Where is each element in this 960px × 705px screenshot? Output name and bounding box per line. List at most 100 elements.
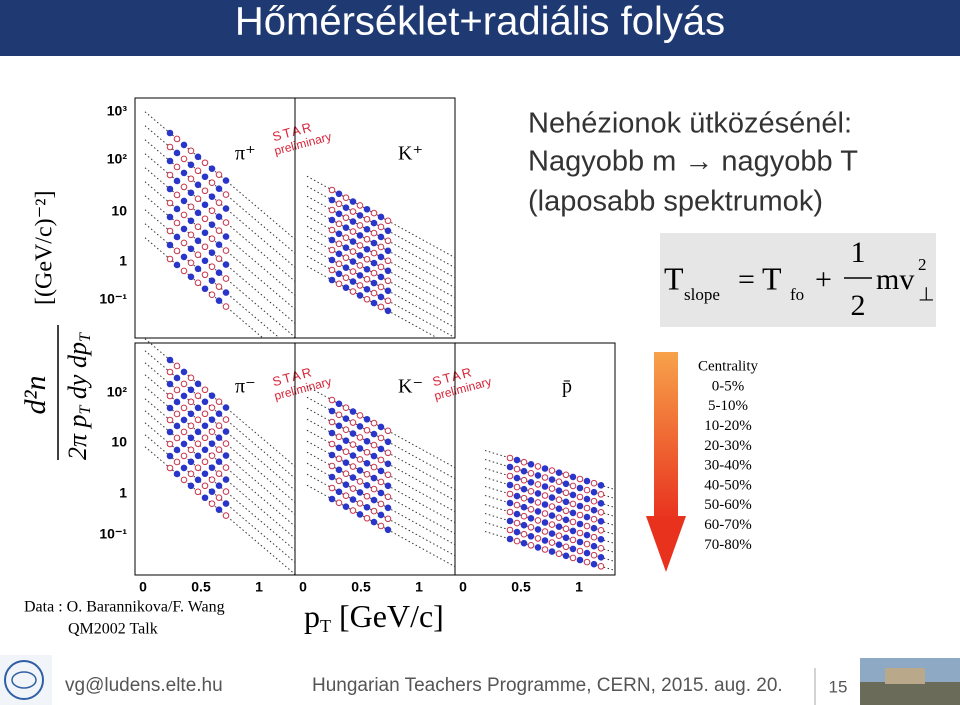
data-point bbox=[562, 552, 570, 560]
data-point bbox=[187, 147, 195, 155]
data-point bbox=[201, 159, 209, 167]
data-point bbox=[208, 277, 216, 285]
data-point bbox=[173, 458, 181, 466]
data-point bbox=[194, 464, 202, 472]
title-bar bbox=[0, 0, 960, 56]
data-point bbox=[215, 398, 223, 405]
data-point bbox=[328, 236, 336, 244]
data-point bbox=[506, 526, 514, 534]
data-point bbox=[215, 255, 223, 262]
data-point bbox=[370, 289, 378, 297]
formula-part: T bbox=[664, 260, 684, 296]
data-point bbox=[541, 519, 549, 526]
data-point bbox=[342, 404, 350, 412]
data-point bbox=[208, 416, 216, 424]
data-point bbox=[201, 434, 209, 442]
panel-label: K⁺ bbox=[398, 143, 423, 165]
data-point bbox=[180, 141, 188, 149]
data-point bbox=[342, 448, 350, 456]
data-point bbox=[548, 539, 556, 546]
data-point bbox=[541, 465, 549, 472]
data-point bbox=[180, 267, 188, 275]
data-point bbox=[506, 490, 514, 498]
data-point bbox=[569, 473, 577, 481]
data-point bbox=[583, 558, 591, 566]
y-tick-label: 10 bbox=[111, 434, 127, 450]
footer-photo bbox=[885, 668, 925, 684]
legend-item: 20-30% bbox=[704, 438, 752, 454]
data-point bbox=[520, 503, 528, 511]
data-point bbox=[527, 497, 535, 504]
data-point bbox=[576, 475, 584, 483]
data-point bbox=[215, 506, 223, 513]
data-point bbox=[180, 253, 188, 261]
data-point bbox=[377, 253, 385, 261]
data-point bbox=[377, 456, 385, 464]
x-tick-label: 0 bbox=[299, 579, 307, 595]
formula-part: 1 bbox=[851, 236, 866, 269]
data-point bbox=[513, 465, 521, 473]
data-point bbox=[370, 463, 378, 471]
formula-part: slope bbox=[684, 285, 720, 304]
data-point bbox=[328, 396, 336, 404]
data-point bbox=[569, 500, 577, 508]
data-point bbox=[194, 404, 202, 412]
data-point bbox=[513, 483, 521, 491]
data-point bbox=[590, 488, 598, 496]
data-point bbox=[166, 440, 174, 448]
data-point bbox=[520, 485, 528, 493]
data-point bbox=[377, 445, 385, 453]
data-point bbox=[187, 217, 195, 225]
data-point bbox=[597, 527, 605, 534]
data-point bbox=[370, 269, 378, 277]
data-point bbox=[201, 470, 209, 478]
data-point bbox=[194, 452, 202, 460]
data-point bbox=[377, 467, 385, 475]
text-line: (laposabb spektrumok) bbox=[528, 186, 823, 218]
data-point bbox=[201, 446, 209, 454]
data-point bbox=[180, 428, 188, 436]
data-point bbox=[597, 563, 605, 570]
formula-part: T bbox=[762, 260, 782, 296]
data-point bbox=[513, 528, 521, 536]
data-point bbox=[335, 270, 343, 278]
data-point bbox=[215, 410, 223, 417]
data-point bbox=[370, 259, 378, 267]
legend-title: Centrality bbox=[698, 358, 758, 374]
data-point bbox=[506, 463, 514, 471]
data-point bbox=[208, 488, 216, 496]
data-point bbox=[534, 517, 542, 524]
data-point bbox=[201, 243, 209, 251]
data-point bbox=[590, 479, 598, 487]
data-point bbox=[328, 407, 336, 415]
data-point bbox=[335, 400, 343, 408]
legend-item: 30-40% bbox=[704, 458, 752, 474]
data-point bbox=[384, 504, 392, 512]
data-point bbox=[363, 275, 371, 283]
data-point bbox=[173, 233, 181, 241]
data-point bbox=[328, 256, 336, 264]
data-point bbox=[356, 282, 364, 289]
data-point bbox=[215, 227, 223, 234]
data-point bbox=[201, 482, 209, 490]
data-point bbox=[173, 374, 181, 382]
data-point bbox=[363, 448, 371, 456]
explanation: Nehézionok ütközésénél: Nagyobb m → nagy… bbox=[528, 108, 858, 218]
data-point bbox=[342, 284, 350, 292]
data-point bbox=[548, 521, 556, 528]
data-point bbox=[201, 410, 209, 418]
y-tick-label: 1 bbox=[119, 253, 127, 269]
figure-credit: QM2002 Talk bbox=[68, 621, 158, 638]
data-point bbox=[527, 524, 535, 531]
data-point bbox=[377, 423, 385, 431]
data-point bbox=[513, 492, 521, 500]
data-point bbox=[328, 206, 336, 214]
data-point bbox=[187, 470, 195, 478]
data-point bbox=[180, 476, 188, 484]
data-point bbox=[335, 455, 343, 463]
data-point bbox=[377, 293, 385, 301]
data-point bbox=[520, 530, 528, 538]
text-line: Nehézionok ütközésénél: bbox=[528, 108, 852, 140]
data-point bbox=[576, 538, 584, 546]
data-point bbox=[194, 167, 202, 175]
